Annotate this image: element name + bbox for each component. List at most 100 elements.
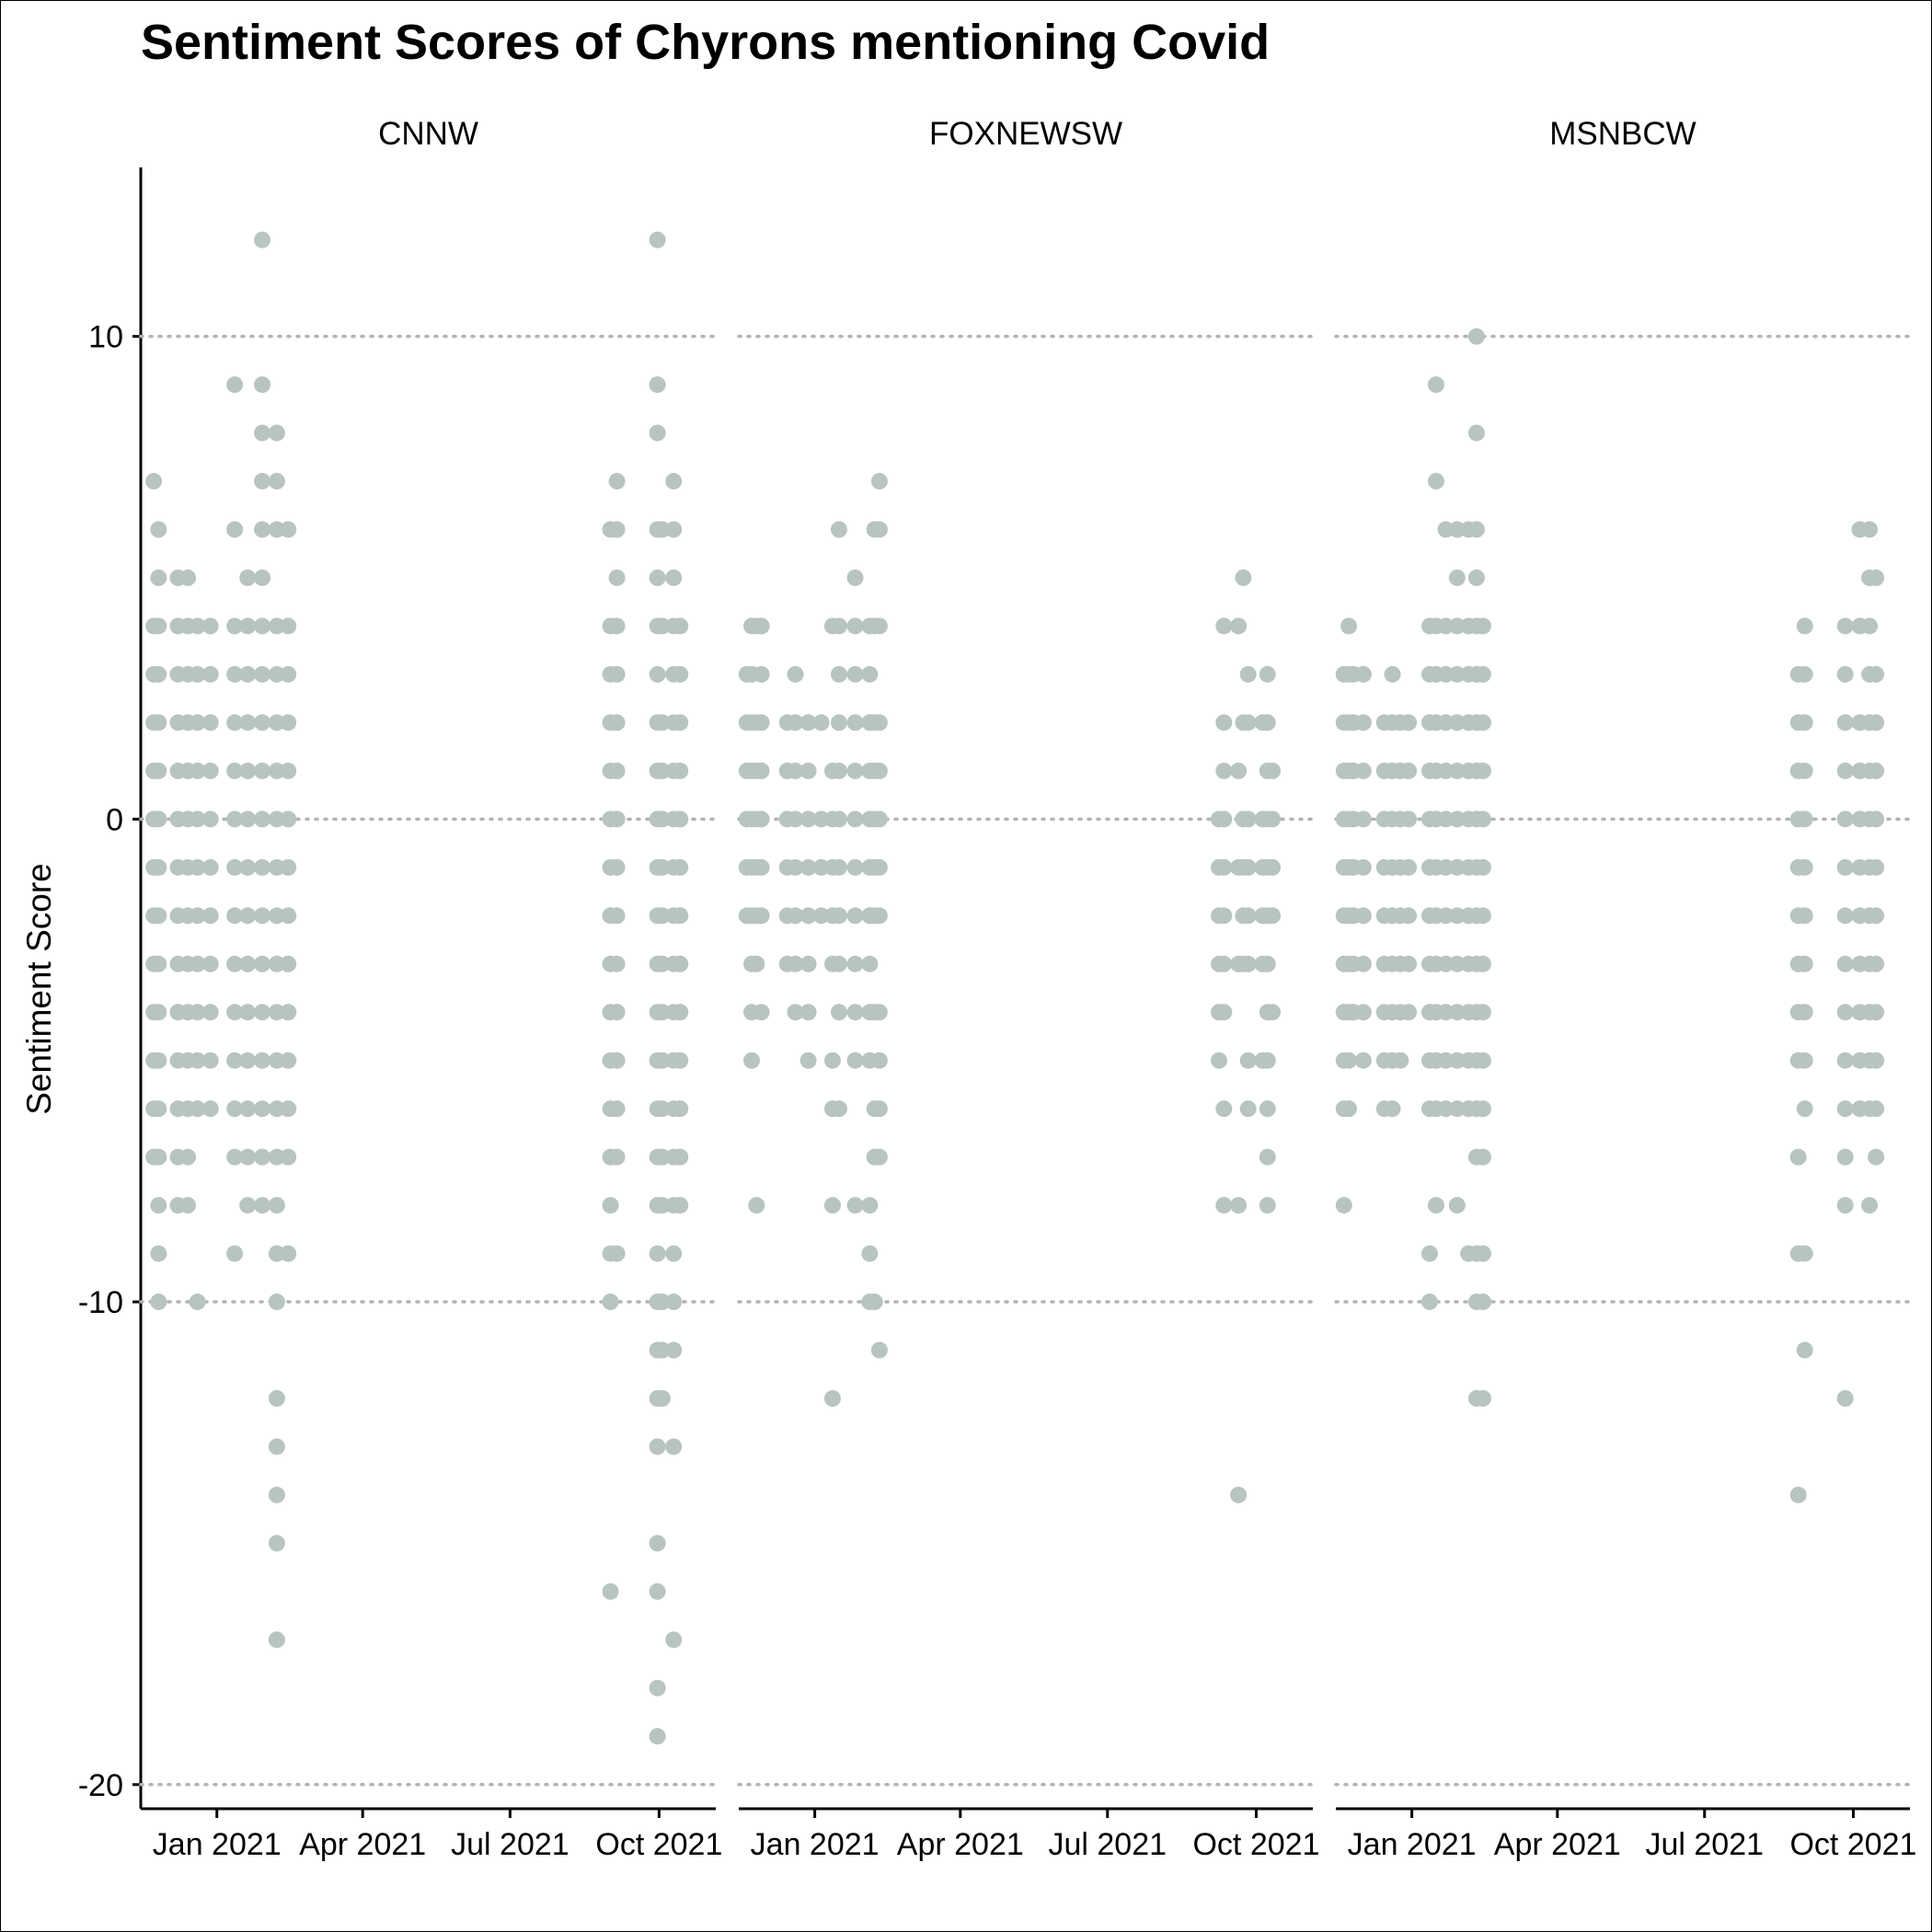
data-point (1796, 858, 1813, 876)
data-point (649, 231, 666, 248)
data-point (280, 617, 297, 635)
data-point (226, 858, 244, 876)
data-point (846, 1052, 864, 1069)
data-point (179, 1148, 197, 1166)
data-point (830, 665, 847, 683)
data-point (150, 1148, 167, 1166)
data-point (870, 1100, 888, 1118)
y-tick-label: -10 (78, 1285, 123, 1320)
data-point (254, 665, 271, 683)
data-point (189, 617, 206, 635)
data-point (1448, 1004, 1466, 1021)
data-point (1796, 1341, 1813, 1359)
x-tick-label: Jan 2021 (1348, 1827, 1477, 1862)
data-point (665, 1631, 683, 1649)
data-point (743, 1052, 761, 1069)
data-point (608, 1052, 626, 1069)
data-point (846, 617, 864, 635)
data-point (1264, 811, 1282, 828)
data-point (239, 1052, 257, 1069)
data-point (1868, 955, 1885, 972)
data-point (201, 858, 219, 876)
data-point (672, 858, 689, 876)
data-point (787, 858, 804, 876)
data-point (1796, 617, 1813, 635)
data-point (1264, 762, 1282, 779)
data-point (672, 1004, 689, 1021)
data-point (189, 858, 206, 876)
x-tick-label: Jul 2021 (1645, 1827, 1764, 1862)
x-tick-label: Oct 2021 (1192, 1827, 1319, 1862)
data-point (280, 714, 297, 731)
data-point (1467, 424, 1485, 442)
x-tick-label: Jul 2021 (451, 1827, 569, 1862)
data-point (665, 1341, 683, 1359)
data-point (748, 1197, 765, 1214)
data-point (1448, 1197, 1466, 1214)
data-point (268, 1631, 285, 1649)
data-point (649, 1535, 666, 1552)
data-point (870, 1148, 888, 1166)
data-point (280, 858, 297, 876)
data-point (150, 1197, 167, 1214)
data-point (1215, 714, 1233, 731)
data-point (753, 617, 770, 635)
data-point (799, 1052, 817, 1069)
data-point (201, 1004, 219, 1021)
facet-panel-msnbcw: MSNBCW Jan 2021 Apr 2021 Jul 2021 Oct 2021 (1334, 116, 1916, 1862)
data-point (672, 1052, 689, 1069)
data-point (226, 1100, 244, 1118)
data-point (1474, 955, 1491, 972)
data-point (787, 811, 804, 828)
data-point (653, 858, 671, 876)
data-point (239, 858, 257, 876)
x-tick-label: Jan 2021 (751, 1827, 880, 1862)
data-point (649, 1582, 666, 1600)
data-point (1474, 1245, 1491, 1262)
data-point (1474, 665, 1491, 683)
data-point (1239, 907, 1257, 925)
data-point (189, 811, 206, 828)
data-point (1437, 762, 1455, 779)
data-point (1474, 714, 1491, 731)
data-point (653, 714, 671, 731)
data-point (653, 521, 671, 538)
data-point (870, 714, 888, 731)
data-point (1264, 907, 1282, 925)
data-point (254, 376, 271, 394)
data-point (268, 955, 285, 972)
data-point (201, 1100, 219, 1118)
data-point (653, 617, 671, 635)
data-point (226, 665, 244, 683)
data-point (254, 1100, 271, 1118)
data-point (150, 714, 167, 731)
data-point (1239, 955, 1257, 972)
data-point (226, 714, 244, 731)
data-point (1836, 858, 1854, 876)
data-point (608, 473, 626, 490)
data-point (1437, 1004, 1455, 1021)
data-point (1215, 907, 1233, 925)
data-point (649, 1679, 666, 1696)
data-point (150, 665, 167, 683)
data-point (1437, 955, 1455, 972)
data-point (753, 811, 770, 828)
data-point (1340, 1052, 1358, 1069)
data-point (608, 617, 626, 635)
data-point (1474, 907, 1491, 925)
data-point (201, 617, 219, 635)
data-point (870, 521, 888, 538)
data-point (602, 1582, 619, 1600)
data-point (150, 1100, 167, 1118)
data-point (1400, 858, 1418, 876)
data-point (254, 1052, 271, 1069)
data-point (254, 521, 271, 538)
data-point (1868, 1148, 1885, 1166)
data-point (830, 811, 847, 828)
data-point (150, 762, 167, 779)
data-point (1235, 569, 1252, 586)
data-point (150, 521, 167, 538)
data-point (787, 665, 804, 683)
x-tick-label: Jan 2021 (153, 1827, 282, 1862)
